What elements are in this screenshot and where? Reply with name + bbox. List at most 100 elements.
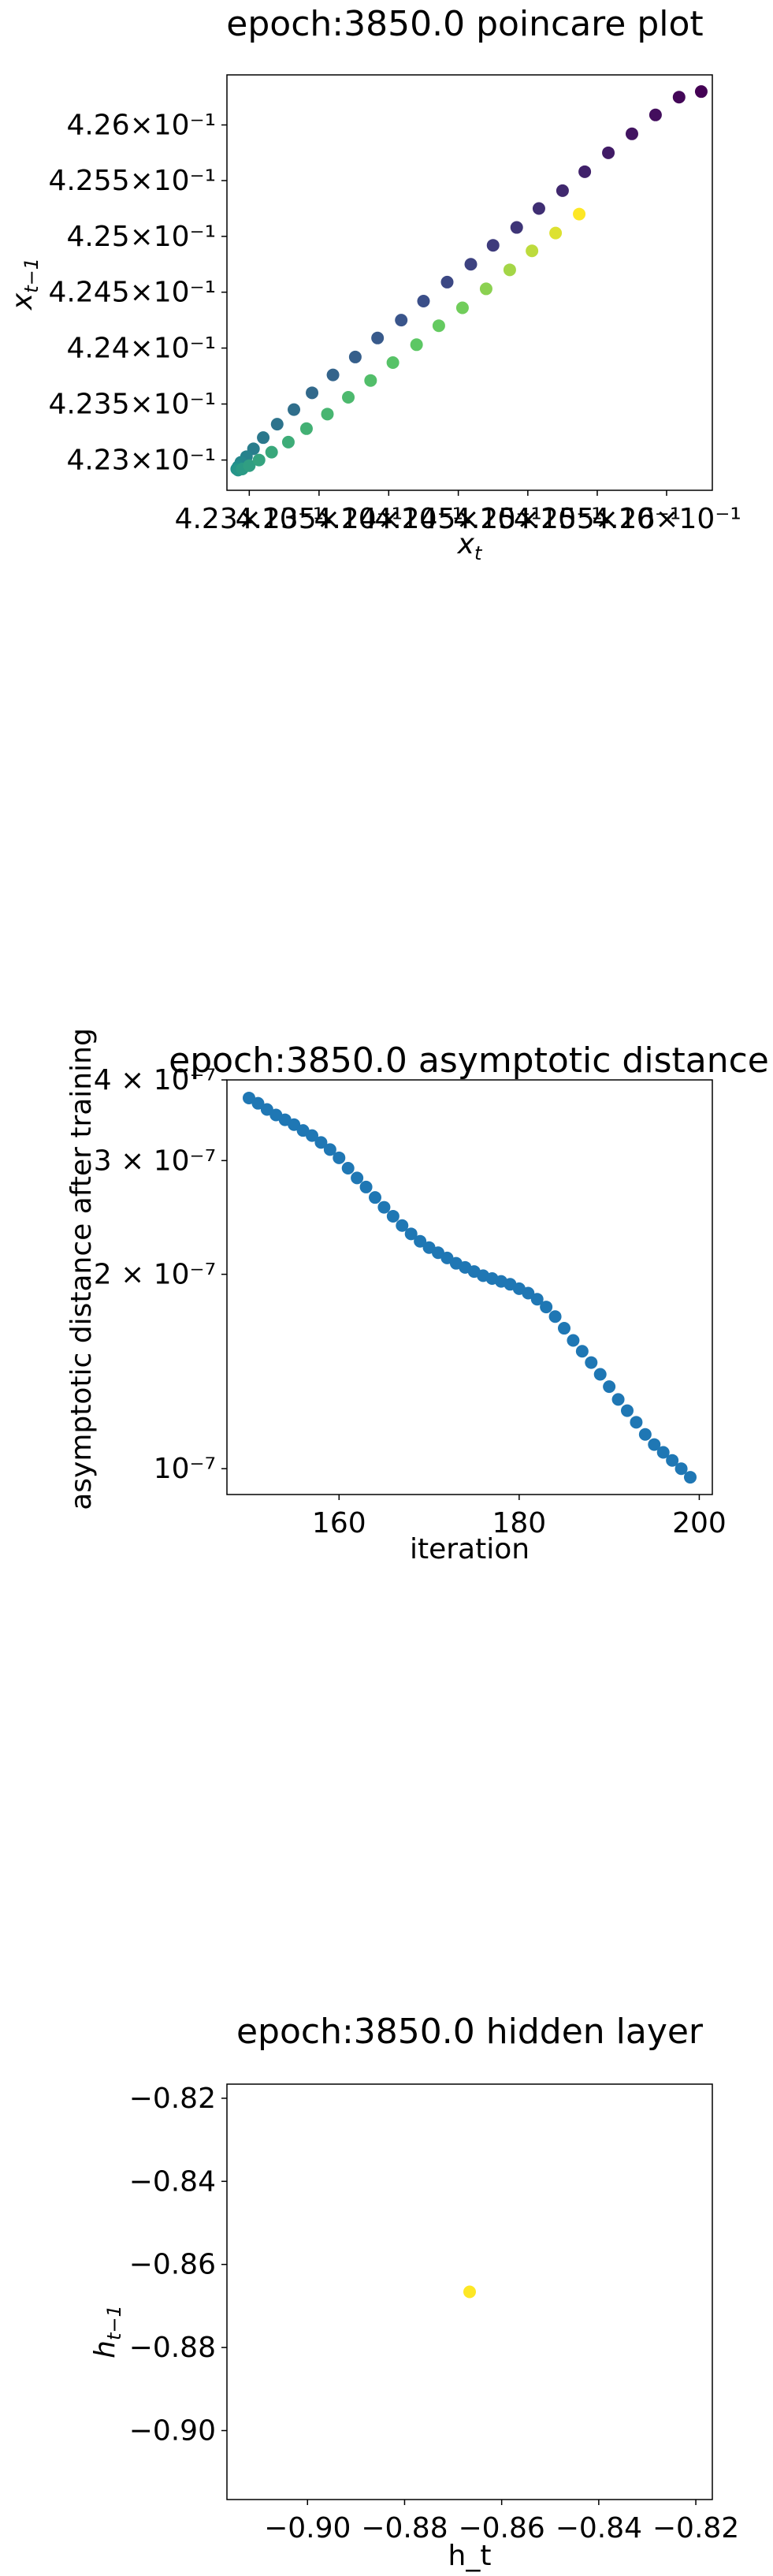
data-point [306, 386, 319, 400]
data-point [432, 319, 445, 333]
data-point [306, 1129, 318, 1142]
data-point [625, 127, 638, 140]
y-axis-ticks: 10⁻⁷ 2 × 10⁻⁷ 3 × 10⁻⁷ 4 × 10⁻⁷ [94, 1064, 227, 1485]
data-point [369, 1191, 381, 1204]
y-tick-label: −0.88 [129, 2332, 216, 2364]
chart-asymptotic-distance: epoch:3850.0 asymptotic distance 160 180 2… [65, 1028, 769, 1565]
data-point [684, 1471, 697, 1484]
data-point [540, 1301, 553, 1314]
plot-frame [226, 1079, 713, 1495]
data-point [326, 368, 340, 382]
data-point [417, 295, 430, 308]
x-axis-ticks: −0.90 −0.88 −0.86 −0.84 −0.82 [264, 2500, 739, 2544]
data-point [464, 258, 478, 271]
x-axis-label: h_t [448, 2540, 492, 2572]
data-point [585, 1356, 598, 1369]
data-point [351, 1171, 364, 1185]
y-tick-label: 3 × 10⁻⁷ [94, 1145, 216, 1177]
y-tick-label: 4.235×10⁻¹ [49, 389, 216, 421]
data-point [251, 1096, 265, 1110]
x-tick-label: −0.90 [264, 2512, 351, 2544]
data-point [314, 1136, 328, 1149]
x-axis-ticks: 160 180 200 [312, 1495, 727, 1539]
y-tick-label: −0.90 [129, 2415, 216, 2448]
data-point [638, 1428, 652, 1441]
data-point [672, 91, 686, 104]
x-tick-label: 4.25×10⁻¹ [453, 503, 603, 535]
y-tick-label: 2 × 10⁻⁷ [94, 1259, 216, 1291]
data-point [602, 146, 615, 159]
data-point [323, 1143, 336, 1156]
data-point [299, 422, 313, 435]
y-tick-label: 4.24×10⁻¹ [66, 333, 216, 365]
x-tick-label: 4.26×10⁻¹ [592, 503, 741, 535]
data-point [404, 1227, 418, 1241]
data-point [656, 1446, 670, 1459]
x-tick-label: −0.84 [556, 2512, 642, 2544]
data-point [573, 207, 586, 221]
x-tick-label: −0.86 [458, 2512, 544, 2544]
data-point [410, 338, 423, 352]
data-point [556, 184, 569, 197]
x-axis-ticks: 4.23×10⁻¹4.235×10⁻¹4.24×10⁻¹4.245×10⁻¹4.… [175, 490, 741, 535]
x-tick-label: −0.82 [652, 2512, 739, 2544]
data-point [414, 1234, 427, 1248]
data-point [666, 1454, 679, 1467]
y-tick-label: −0.82 [129, 2083, 216, 2115]
x-tick-label: 4.255×10⁻¹ [514, 503, 681, 535]
data-point [341, 1161, 355, 1174]
y-axis-label: ht−1 [89, 2305, 125, 2358]
data-point [548, 1310, 562, 1323]
data-point [649, 108, 662, 121]
data-point [558, 1322, 570, 1335]
y-axis-label: asymptotic distance after training [65, 1028, 98, 1510]
data-point [440, 275, 454, 288]
data-point [288, 1118, 301, 1131]
chart-title: epoch:3850.0 poincare plot [226, 4, 703, 44]
data-point [243, 459, 256, 472]
x-tick-label: 180 [492, 1507, 546, 1539]
data-point [288, 403, 301, 416]
y-tick-label: 4.245×10⁻¹ [49, 277, 216, 309]
series-points [463, 2285, 476, 2299]
data-point [281, 435, 295, 449]
data-point [395, 314, 408, 327]
data-point [359, 1180, 373, 1193]
x-tick-label: 4.24×10⁻¹ [314, 503, 464, 535]
plot-frame [226, 2083, 713, 2500]
data-point [549, 226, 563, 240]
x-tick-label: 4.235×10⁻¹ [236, 503, 403, 535]
data-point [265, 445, 278, 459]
data-point [364, 374, 377, 387]
data-point [532, 202, 545, 215]
data-point [522, 1286, 535, 1300]
data-point [455, 301, 469, 315]
x-axis-label: iteration [410, 1533, 530, 1565]
data-point [386, 1209, 400, 1223]
data-point [386, 356, 400, 370]
data-point [630, 1416, 643, 1429]
data-point [611, 1393, 625, 1406]
y-axis-label: xt−1 [6, 258, 43, 311]
data-point [257, 431, 270, 445]
data-point [578, 165, 592, 178]
data-point [396, 1219, 409, 1232]
y-axis-ticks: −0.90 −0.88 −0.86 −0.84 −0.82 [129, 2083, 227, 2448]
data-point [510, 221, 523, 234]
data-point [348, 350, 362, 363]
data-point [530, 1293, 544, 1306]
series-points [243, 1091, 697, 1484]
data-point [260, 1103, 273, 1116]
y-tick-label: 4.23×10⁻¹ [66, 445, 216, 477]
data-point [377, 1201, 391, 1214]
data-point [270, 418, 284, 431]
data-point [526, 244, 539, 258]
y-tick-label: −0.84 [129, 2165, 216, 2198]
chart-title: epoch:3850.0 hidden layer [236, 2012, 704, 2052]
data-point [503, 263, 516, 277]
y-axis-ticks: 4.23×10⁻¹ 4.235×10⁻¹ 4.24×10⁻¹ 4.245×10⁻¹ 4.… [49, 110, 227, 477]
data-point [463, 2285, 476, 2299]
y-tick-label: 4.255×10⁻¹ [49, 165, 216, 197]
data-point [333, 1151, 346, 1164]
